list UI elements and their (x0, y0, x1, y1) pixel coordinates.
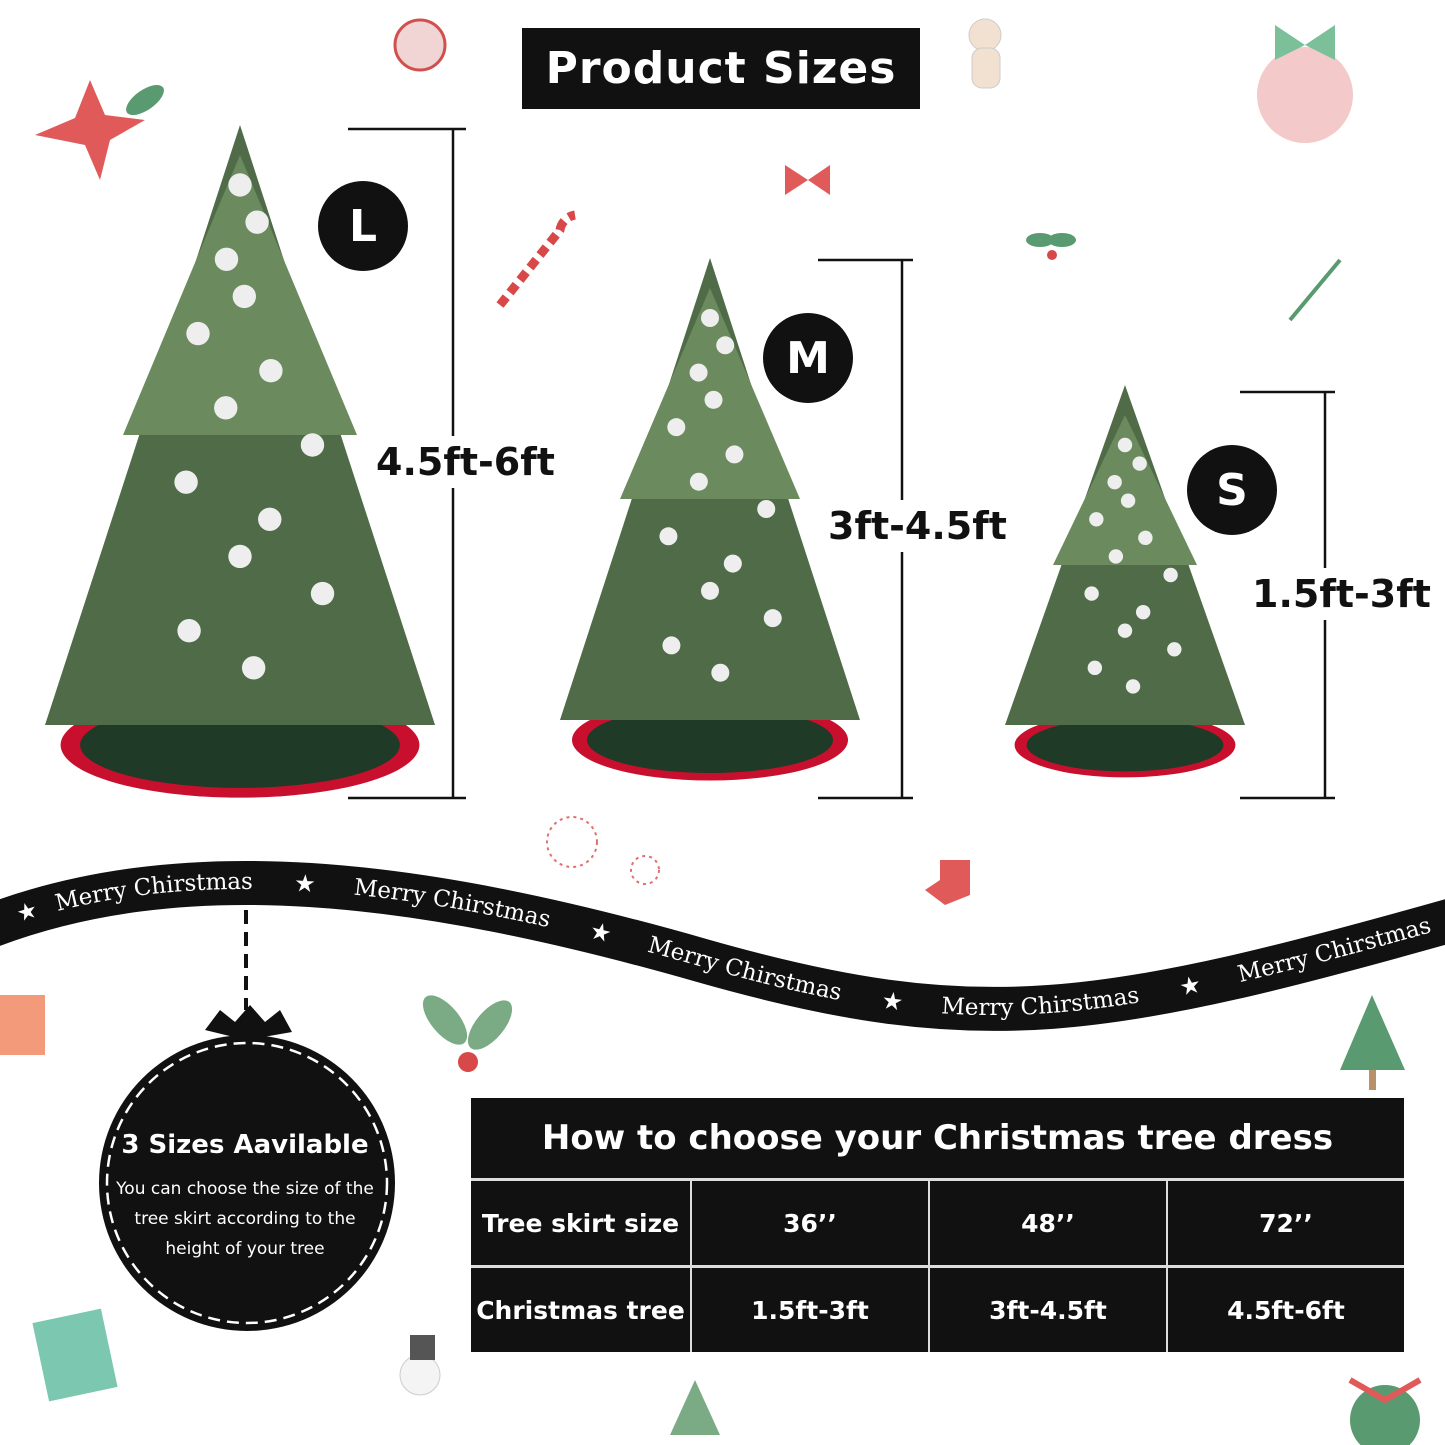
svg-text:★: ★ (880, 986, 905, 1017)
ribbon-star: ★ (880, 986, 905, 1017)
table-row: Christmas tree 1.5ft-3ft 3ft-4.5ft 4.5ft… (471, 1265, 1404, 1352)
table-cell: 4.5ft-6ft (1166, 1268, 1404, 1352)
size-badge-s: S (1187, 445, 1277, 535)
size-badge-l: L (318, 181, 408, 271)
christmas-tree-s (1005, 385, 1245, 778)
snowflake-icon (546, 816, 660, 885)
bauble-icon (393, 18, 447, 72)
table-cell: 72’’ (1166, 1181, 1404, 1265)
snowman-icon (399, 1335, 441, 1396)
table-cell: 1.5ft-3ft (690, 1268, 928, 1352)
sizes-available-ornament: 3 Sizes Aavilable You can choose the siz… (110, 1130, 380, 1264)
row-label: Christmas tree (476, 1295, 685, 1325)
ornament-heading: 3 Sizes Aavilable (121, 1130, 369, 1160)
christmas-tree-m (560, 258, 860, 781)
ornament-body: You can choose the size of the tree skir… (116, 1179, 374, 1259)
branch-icon (1288, 258, 1342, 322)
small-tree-icon (1340, 995, 1405, 1090)
table-cell: 48’’ (928, 1181, 1166, 1265)
page-title: Product Sizes (522, 28, 920, 109)
height-range-l: 4.5ft-6ft (374, 436, 557, 488)
stocking-icon (925, 860, 970, 905)
size-badge-m: M (763, 313, 853, 403)
table-cell: 3ft-4.5ft (928, 1268, 1166, 1352)
size-guide-table: How to choose your Christmas tree dress … (471, 1098, 1404, 1352)
candy-cane-icon (496, 210, 577, 308)
gingerbread-icon (968, 18, 1002, 89)
height-range-m: 3ft-4.5ft (826, 500, 1009, 552)
ornament-bauble (99, 1005, 395, 1331)
gift-bauble-icon (1257, 25, 1353, 143)
poinsettia-icon (35, 80, 164, 180)
ribbon-star: ★ (293, 869, 316, 898)
mini-tree-icon (670, 1380, 720, 1435)
holly-icon (1026, 233, 1076, 260)
table-cell: 36’’ (690, 1181, 928, 1265)
holly-large-icon (422, 995, 513, 1072)
svg-text:★: ★ (293, 869, 316, 898)
table-title: How to choose your Christmas tree dress (471, 1098, 1404, 1181)
christmas-tree-l (45, 125, 435, 798)
height-range-s: 1.5ft-3ft (1250, 568, 1433, 620)
row-label: Tree skirt size (481, 1208, 680, 1238)
bauble-bottom-icon (1348, 1377, 1422, 1445)
ribbon (0, 883, 1445, 1009)
gift-icon (0, 995, 118, 1402)
table-row: Tree skirt size 36’’ 48’’ 72’’ (471, 1181, 1404, 1265)
bow-icon (785, 165, 830, 195)
